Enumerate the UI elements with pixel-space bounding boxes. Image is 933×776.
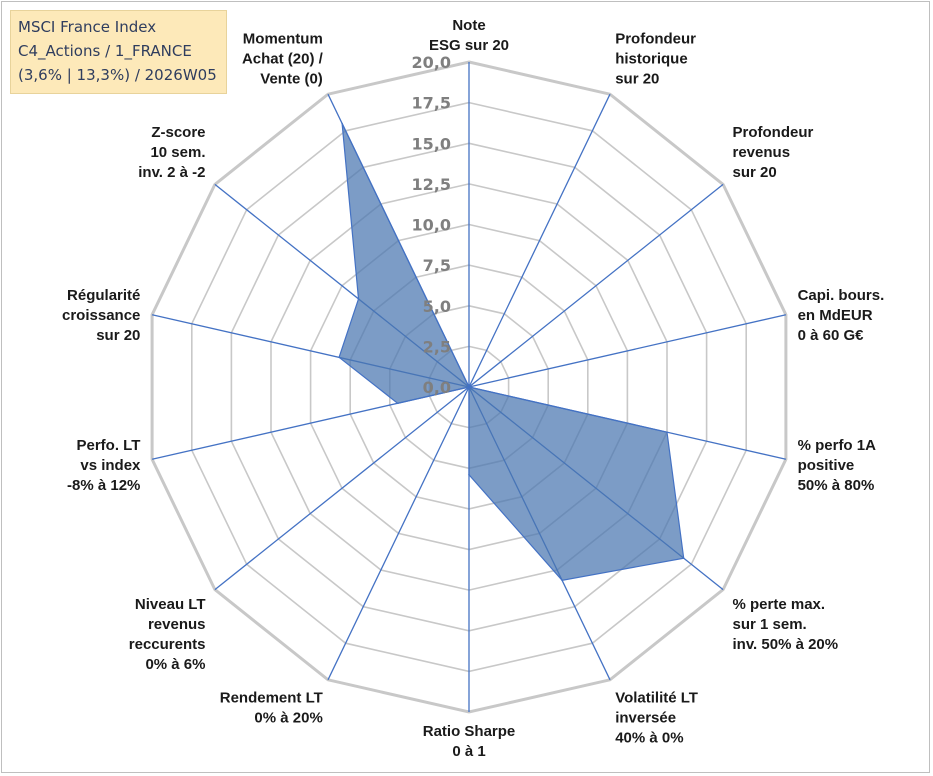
axis-label-11: Régularité croissance sur 20 xyxy=(62,287,140,344)
axis-label-line: ESG sur 20 xyxy=(429,37,509,54)
axis-label-12: Z-score 10 sem. inv. 2 à -2 xyxy=(138,124,205,181)
axis-label-0: Note ESG sur 20 xyxy=(429,17,509,54)
axis-label-line: 0 à 1 xyxy=(452,743,485,760)
axis-label-line: 10 sem. xyxy=(150,144,205,161)
axis-label-8: Rendement LT 0% à 20% xyxy=(220,690,323,727)
tick-label: 10,0 xyxy=(412,216,451,235)
axis-label-line: Momentum xyxy=(243,30,323,47)
axis-spoke-1 xyxy=(468,93,611,388)
tick-label: 15,0 xyxy=(412,134,451,153)
axis-label-line: sur 20 xyxy=(96,327,140,344)
axis-label-line: 0 à 60 G€ xyxy=(798,327,865,344)
axis-label-line: inversée xyxy=(615,710,676,727)
axis-label-3: Capi. bours. en MdEUR 0 à 60 G€ xyxy=(798,287,885,344)
axis-label-line: inv. 50% à 20% xyxy=(733,636,839,653)
axis-label-line: Achat (20) / xyxy=(242,50,324,67)
axis-label-line: Régularité xyxy=(67,287,140,304)
axis-label-line: en MdEUR xyxy=(798,307,873,324)
axis-label-13: Momentum Achat (20) / Vente (0) xyxy=(242,30,324,87)
data-point-6 xyxy=(561,579,563,582)
axis-label-line: revenus xyxy=(733,144,791,161)
axis-label-line: Profondeur xyxy=(615,30,696,47)
tick-label: 0,0 xyxy=(423,378,451,397)
data-point-10 xyxy=(396,402,399,405)
axis-label-line: 50% à 80% xyxy=(798,477,875,494)
tick-label: 17,5 xyxy=(412,94,451,113)
axis-label-line: % perfo 1A xyxy=(798,437,877,454)
axis-label-6: Volatilité LT inversée 40% à 0% xyxy=(615,690,698,747)
data-point-11 xyxy=(338,356,340,359)
data-point-12 xyxy=(357,298,360,300)
axis-label-line: sur 20 xyxy=(615,70,659,87)
tick-label: 20,0 xyxy=(412,53,451,72)
axis-label-2: Profondeur revenus sur 20 xyxy=(733,124,814,181)
axis-label-1: Profondeur historique sur 20 xyxy=(615,30,696,87)
axis-spoke-8 xyxy=(327,386,470,681)
axis-spoke-9 xyxy=(214,386,470,591)
data-point-7 xyxy=(468,474,470,476)
tick-label: 5,0 xyxy=(423,297,451,316)
axis-label-line: Profondeur xyxy=(733,124,814,141)
axis-label-line: sur 1 sem. xyxy=(733,616,807,633)
axis-label-line: historique xyxy=(615,50,688,67)
axis-label-line: Rendement LT xyxy=(220,690,323,707)
axis-label-line: positive xyxy=(798,457,855,474)
index-info-box: MSCI France Index C4_Actions / 1_FRANCE … xyxy=(10,10,227,94)
tick-label: 7,5 xyxy=(423,256,451,275)
axis-label-line: 0% à 20% xyxy=(254,710,322,727)
axis-spoke-2 xyxy=(468,183,724,388)
axis-label-line: Volatilité LT xyxy=(615,690,698,707)
axis-label-line: 0% à 6% xyxy=(145,656,205,673)
axis-label-line: reccurents xyxy=(129,636,206,653)
axis-label-line: -8% à 12% xyxy=(67,477,140,494)
data-point-5 xyxy=(682,557,685,559)
axis-label-line: Perfo. LT xyxy=(77,437,141,454)
tick-label: 2,5 xyxy=(423,337,451,356)
axis-label-line: 40% à 0% xyxy=(615,730,683,747)
data-point-13 xyxy=(341,122,343,125)
info-index-name: MSCI France Index xyxy=(18,18,157,36)
axis-spoke-3 xyxy=(468,314,787,388)
axis-label-line: Note xyxy=(452,17,485,34)
axis-label-line: inv. 2 à -2 xyxy=(138,164,205,181)
axis-label-10: Perfo. LT vs index -8% à 12% xyxy=(67,437,141,494)
axis-label-4: % perfo 1A positive 50% à 80% xyxy=(798,437,877,494)
tick-layer: 0,0 2,5 5,0 7,5 10,0 12,5 15,0 17,5 20,0 xyxy=(412,53,451,397)
axis-label-line: Z-score xyxy=(151,124,205,141)
info-category: C4_Actions / 1_FRANCE xyxy=(18,42,192,60)
series-layer xyxy=(338,122,685,582)
axis-label-line: Niveau LT xyxy=(135,596,206,613)
axis-label-line: Ratio Sharpe xyxy=(423,723,516,740)
axis-label-line: Vente (0) xyxy=(260,70,323,87)
axis-label-line: Capi. bours. xyxy=(798,287,885,304)
axis-label-line: revenus xyxy=(148,616,206,633)
series-area-0 xyxy=(338,123,685,581)
data-point-9 xyxy=(468,386,470,388)
data-point-4 xyxy=(666,431,668,434)
axis-label-9: Niveau LT revenus reccurents 0% à 6% xyxy=(129,596,206,673)
axis-label-line: croissance xyxy=(62,307,140,324)
axis-label-line: vs index xyxy=(80,457,141,474)
axis-label-5: % perte max. sur 1 sem. inv. 50% à 20% xyxy=(733,596,839,653)
axis-label-line: % perte max. xyxy=(733,596,826,613)
label-layer: Note ESG sur 20 Profondeur historique sur 20… xyxy=(62,17,884,760)
tick-label: 12,5 xyxy=(412,175,451,194)
info-stats-week: (3,6% | 13,3%) / 2026W05 xyxy=(18,66,217,84)
axis-label-7: Ratio Sharpe 0 à 1 xyxy=(423,723,516,760)
axis-label-line: sur 20 xyxy=(733,164,777,181)
